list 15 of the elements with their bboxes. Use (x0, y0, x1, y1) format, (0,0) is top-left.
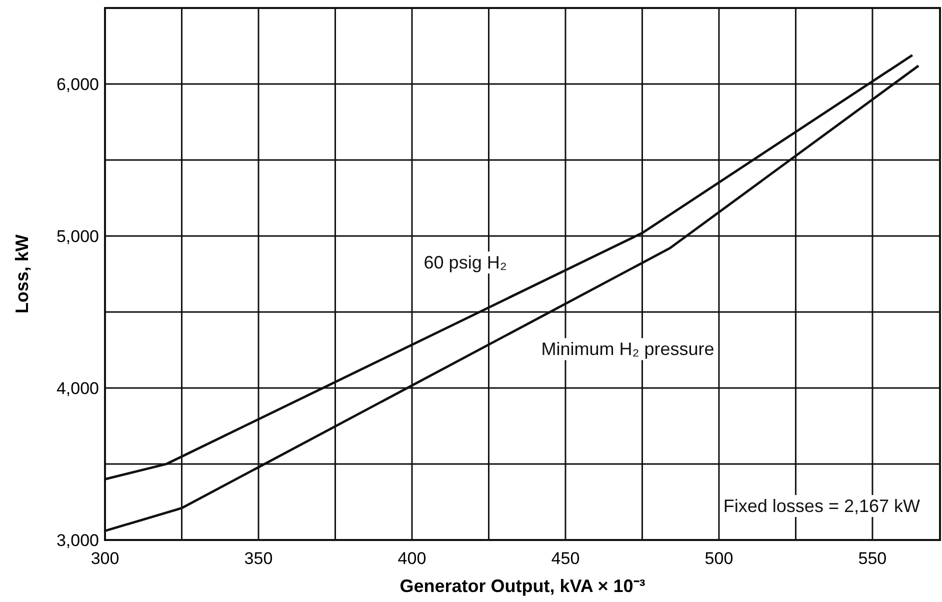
y-tick-label: 3,000 (56, 531, 99, 550)
y-axis-title: Loss, kW (12, 234, 32, 314)
y-tick-label: 5,000 (56, 227, 99, 246)
x-tick-label: 350 (244, 549, 273, 568)
x-tick-label: 400 (398, 549, 426, 568)
x-axis-title: Generator Output, kVA × 10⁻³ (400, 576, 646, 596)
x-tick-label: 450 (551, 549, 580, 568)
annotation: Fixed losses = 2,167 kW (723, 496, 920, 516)
series-label: 60 psig H₂ (424, 252, 507, 272)
x-tick-label: 500 (704, 549, 734, 568)
x-tick-label: 550 (858, 549, 887, 568)
y-tick-label: 4,000 (56, 379, 99, 398)
series-label: Minimum H₂ pressure (541, 339, 714, 360)
y-tick-label: 6,000 (56, 75, 99, 94)
x-tick-label: 300 (90, 549, 120, 568)
